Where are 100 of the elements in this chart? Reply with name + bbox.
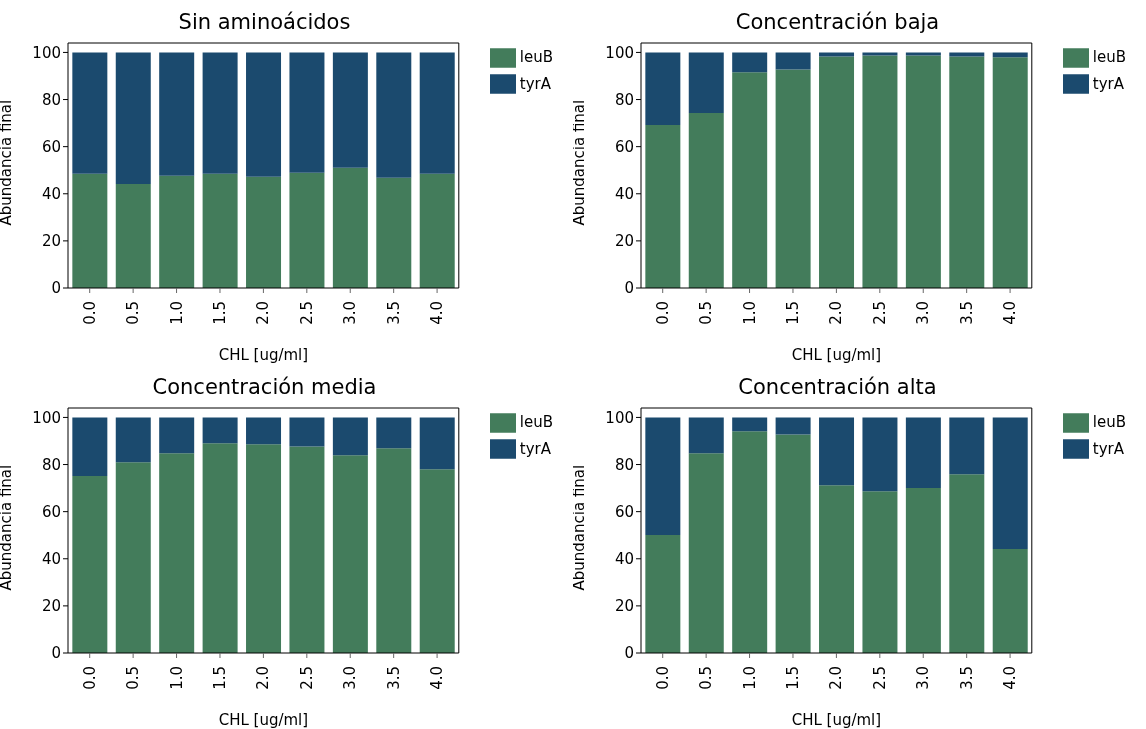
x-tick-label: 2.5 — [297, 666, 316, 690]
legend-label: tyrA — [519, 439, 551, 458]
y-axis-title: Abundancia final — [570, 99, 589, 226]
bar — [645, 52, 681, 125]
x-tick-label: 3.5 — [957, 301, 976, 325]
bar — [992, 52, 1028, 58]
bar — [289, 446, 325, 653]
bar — [905, 52, 941, 56]
bar — [949, 417, 985, 475]
bar — [246, 176, 282, 288]
y-tick-label: 20 — [614, 597, 634, 616]
x-tick-label: 3.0 — [914, 666, 933, 690]
x-tick-label: 1.5 — [783, 301, 802, 325]
legend-label: leuB — [1092, 48, 1126, 66]
y-tick-label: 20 — [41, 232, 61, 251]
x-tick-label: 2.5 — [870, 301, 889, 325]
legend-label: tyrA — [519, 74, 551, 93]
x-tick-label: 4.0 — [428, 666, 447, 690]
x-tick-label: 1.5 — [210, 666, 229, 690]
x-tick-label: 4.0 — [428, 301, 447, 325]
bar — [376, 448, 412, 653]
y-tick-label: 100 — [32, 408, 61, 427]
bar — [732, 431, 768, 653]
bar — [115, 417, 151, 463]
chart-title: Concentración media — [151, 375, 378, 399]
bar — [115, 183, 151, 288]
x-tick-label: 4.0 — [1001, 666, 1020, 690]
x-tick-label: 0.5 — [697, 666, 716, 690]
y-axis-title: Abundancia final — [570, 464, 589, 591]
bar — [159, 52, 195, 176]
x-tick-label: 2.5 — [297, 301, 316, 325]
bar — [688, 453, 724, 653]
y-tick-label: 80 — [41, 90, 61, 109]
x-tick-label: 2.0 — [827, 666, 846, 690]
bar — [72, 173, 108, 288]
bar — [775, 52, 811, 70]
bar — [159, 175, 195, 288]
x-tick-label: 3.5 — [384, 301, 403, 325]
x-tick-label: 1.0 — [740, 666, 759, 690]
x-tick-label: 1.0 — [167, 301, 186, 325]
x-tick-label: 0.5 — [697, 301, 716, 325]
x-tick-label: 0.0 — [80, 666, 99, 690]
x-tick-label: 3.0 — [914, 301, 933, 325]
x-axis-title: CHL [ug/ml] — [791, 711, 882, 729]
bar — [202, 52, 238, 174]
bar — [688, 112, 724, 288]
bar — [905, 417, 941, 489]
y-tick-label: 80 — [614, 455, 634, 474]
legend-label: tyrA — [1092, 74, 1124, 93]
chart-title: Concentración baja — [734, 10, 941, 34]
y-tick-label: 100 — [605, 408, 634, 427]
bar — [202, 417, 238, 444]
bar — [289, 172, 325, 288]
x-tick-label: 3.5 — [384, 666, 403, 690]
bar — [862, 52, 898, 56]
x-tick-label: 2.0 — [254, 301, 273, 325]
x-tick-label: 0.5 — [124, 666, 143, 690]
y-tick-label: 20 — [614, 232, 634, 251]
legend-label: leuB — [519, 413, 553, 431]
bar — [419, 469, 455, 653]
bar — [905, 488, 941, 653]
x-tick-label: 2.0 — [827, 301, 846, 325]
y-axis-title: Abundancia final — [0, 464, 16, 591]
bar — [949, 474, 985, 653]
bar — [246, 444, 282, 653]
bar — [376, 177, 412, 288]
bar — [732, 417, 768, 432]
x-tick-label: 0.0 — [653, 666, 672, 690]
bar — [419, 52, 455, 174]
y-tick-label: 40 — [614, 185, 634, 204]
chart-title: Sin aminoácidos — [177, 10, 352, 34]
y-tick-label: 40 — [614, 550, 634, 569]
bar — [819, 485, 855, 653]
bar — [775, 69, 811, 288]
legend-label: tyrA — [1092, 439, 1124, 458]
bar — [775, 434, 811, 653]
y-tick-label: 20 — [41, 597, 61, 616]
y-tick-label: 40 — [41, 185, 61, 204]
y-tick-label: 100 — [605, 43, 634, 62]
bar — [419, 173, 455, 288]
bar — [376, 52, 412, 178]
bar — [775, 417, 811, 435]
y-tick-label: 100 — [32, 43, 61, 62]
x-tick-label: 3.0 — [341, 301, 360, 325]
x-axis-title: CHL [ug/ml] — [791, 346, 882, 364]
y-tick-label: 0 — [624, 279, 634, 298]
x-tick-label: 0.0 — [80, 301, 99, 325]
bar — [645, 124, 681, 288]
bar — [949, 56, 985, 288]
bar — [419, 417, 455, 470]
bar — [862, 491, 898, 653]
bar — [645, 417, 681, 535]
bar — [645, 534, 681, 653]
bar — [202, 443, 238, 653]
bar — [202, 173, 238, 288]
x-axis-title: CHL [ug/ml] — [218, 711, 309, 729]
y-tick-label: 40 — [41, 550, 61, 569]
x-tick-label: 1.5 — [783, 666, 802, 690]
legend-label: leuB — [1092, 413, 1126, 431]
bar — [289, 52, 325, 173]
